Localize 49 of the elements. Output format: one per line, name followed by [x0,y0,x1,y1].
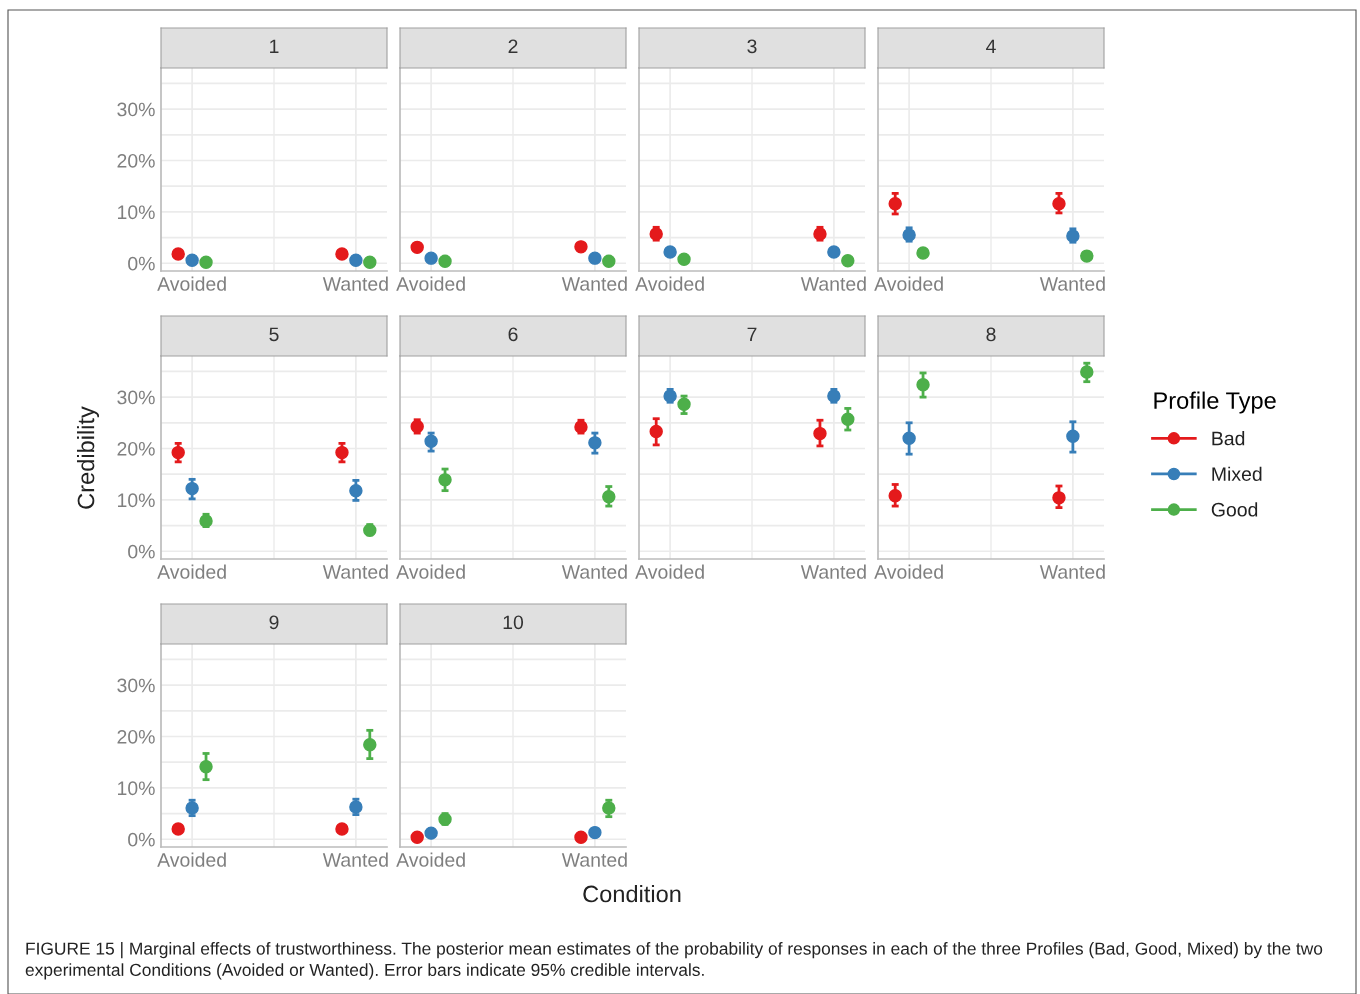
chart-title: 5 [269,327,279,342]
chart-title: 8 [986,327,996,342]
chart-title: 10 [503,615,524,630]
x-tick-label: Wanted [322,852,388,867]
y-tick-label: 30% [117,390,155,405]
x-tick-label: Avoided [874,564,943,579]
y-tick-label: 20% [117,153,155,168]
x-tick-label: Wanted [561,564,627,579]
x-tick-label: Avoided [396,276,465,291]
x-tick-label: Avoided [635,276,704,291]
y-tick-label: 20% [117,729,155,744]
legend-title: Profile Type [1154,391,1276,414]
chart-title: 9 [269,615,279,630]
y-tick-label: 20% [117,441,155,456]
y-tick-label: 10% [118,205,155,220]
x-axis-title: Condition [583,884,681,903]
y-tick-label: 10% [118,493,155,508]
x-tick-label: Wanted [1039,276,1105,291]
x-tick-label: Avoided [396,564,465,579]
legend-label: Bad [1212,431,1245,446]
chart-title: 7 [747,327,757,342]
chart-title: 6 [508,327,518,342]
y-axis-title: Credibility [77,406,99,509]
caption: FIGURE 15 | Marginal effects of trustworthiness. The posterior mean estimates of the probability of responses in each of the three Profiles (Bad, Good, Mixed) by the two experimental Conditions (Avoided or Wanted). Error bars indicate 95% credible intervals. [25,942,1323,980]
legend-label: Good [1211,502,1258,517]
legend-label: Mixed [1212,466,1262,481]
chart-title: 3 [747,39,757,54]
x-tick-label: Avoided [396,852,465,867]
x-tick-label: Wanted [561,276,627,291]
chart-title: 4 [986,39,996,54]
x-tick-label: Avoided [157,564,226,579]
x-tick-label: Avoided [635,564,704,579]
x-tick-label: Wanted [800,564,866,579]
chart-title: 1 [270,39,279,54]
y-tick-label: 10% [118,781,155,796]
x-tick-label: Wanted [322,276,388,291]
chart-title: 2 [508,39,518,54]
x-tick-label: Wanted [1039,564,1105,579]
x-tick-label: Avoided [157,276,226,291]
y-tick-label: 30% [117,678,155,693]
y-tick-label: 0% [128,832,155,847]
x-tick-label: Wanted [800,276,866,291]
x-tick-label: Avoided [874,276,943,291]
x-tick-label: Wanted [322,564,388,579]
y-tick-label: 0% [128,544,155,559]
x-tick-label: Wanted [561,852,627,867]
x-tick-label: Avoided [157,852,226,867]
y-tick-label: 0% [128,256,155,271]
y-tick-label: 30% [117,102,155,117]
